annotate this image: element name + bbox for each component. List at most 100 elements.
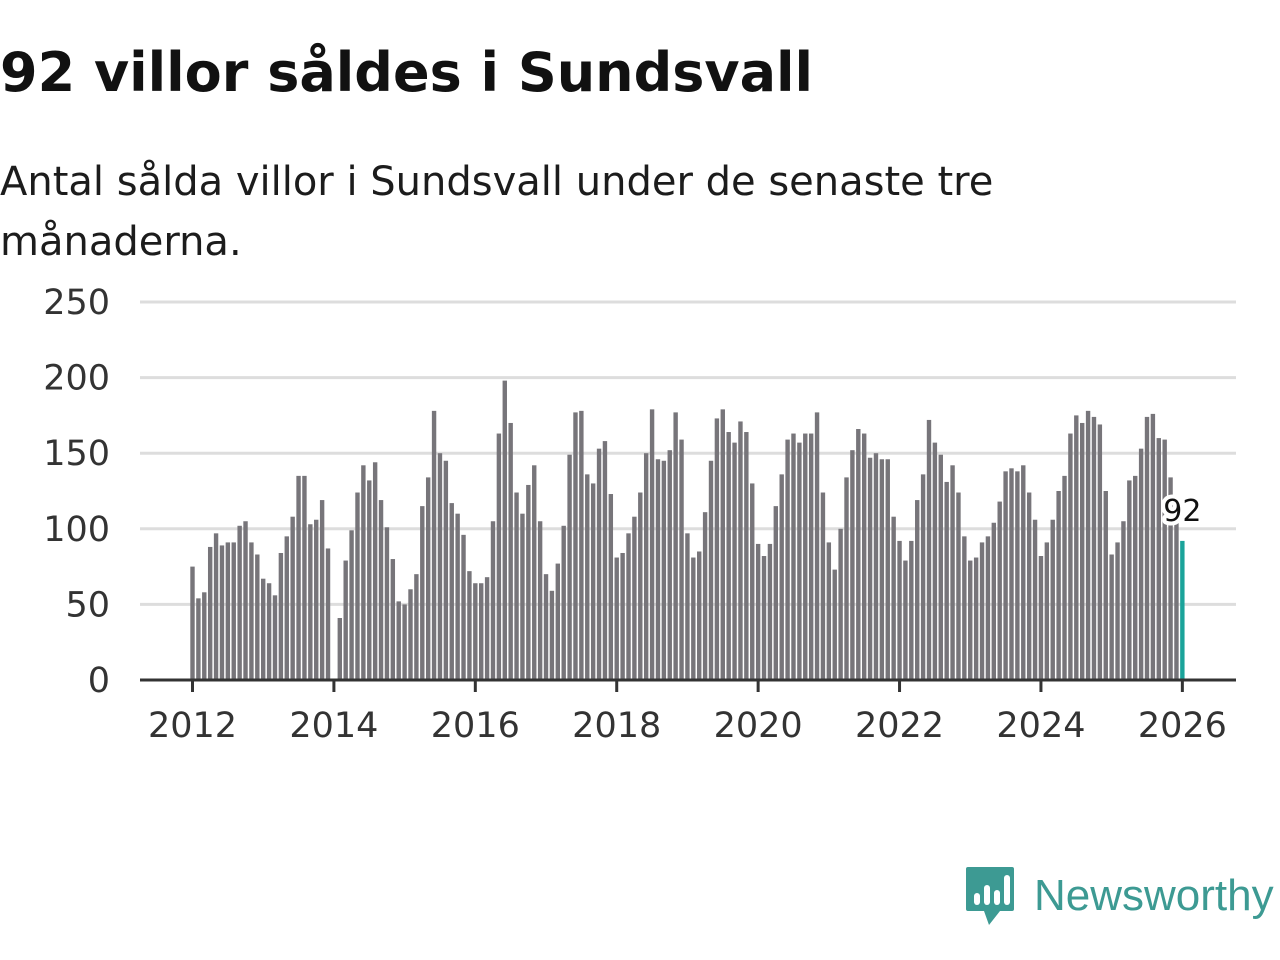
bar [402, 604, 407, 680]
bar [962, 536, 967, 680]
bar [950, 465, 955, 680]
bar [319, 500, 325, 680]
bar [455, 513, 460, 680]
bar [985, 536, 991, 680]
bar [296, 475, 301, 680]
bar [561, 525, 566, 680]
bar [1050, 519, 1055, 680]
bar [543, 574, 549, 680]
bar [1156, 438, 1161, 680]
bar [1038, 556, 1044, 680]
bar [590, 483, 596, 680]
bars [190, 380, 1185, 680]
bar [973, 557, 979, 680]
bar [1168, 477, 1173, 680]
bar [891, 516, 896, 680]
bar [832, 569, 837, 680]
bar [190, 566, 195, 680]
bar [903, 560, 908, 680]
bar [1015, 471, 1020, 680]
bar [308, 524, 313, 680]
bar [1085, 410, 1091, 680]
bar [390, 559, 396, 680]
bar [1056, 491, 1061, 680]
bar [608, 494, 614, 680]
bar [697, 551, 702, 680]
bar [514, 492, 519, 680]
bar-chart-speech-bubble-icon [966, 867, 1014, 925]
bar [461, 534, 466, 680]
bar [1127, 480, 1132, 680]
bar [272, 595, 278, 680]
bar [490, 521, 496, 680]
bar [231, 542, 236, 680]
bar [920, 474, 926, 680]
bar [767, 543, 773, 680]
bar [196, 598, 201, 680]
bar [508, 422, 513, 680]
bar [1003, 471, 1008, 680]
bar [714, 418, 720, 680]
bar [243, 521, 248, 680]
bar [602, 441, 608, 680]
bar [1074, 415, 1079, 680]
bar [685, 533, 690, 680]
bar [225, 542, 231, 680]
bar [620, 552, 625, 680]
labels: 0 50 100 150 200 250 2012 2014 2016 2018 2020 2022 2… [43, 283, 1227, 746]
bar [449, 503, 454, 680]
bar [679, 439, 684, 680]
bar [667, 450, 672, 680]
bar [1109, 554, 1114, 680]
bar [408, 589, 413, 680]
bar [897, 540, 902, 680]
bar [1091, 416, 1097, 680]
x-tick-label: 2024 [996, 706, 1085, 746]
bar [1133, 475, 1138, 680]
bar [638, 492, 643, 680]
bar [708, 460, 714, 680]
bar [378, 500, 384, 680]
bar [549, 590, 555, 680]
bar [467, 571, 472, 680]
bar [773, 506, 779, 680]
bar [968, 560, 973, 680]
bar [479, 583, 484, 680]
bar [213, 533, 219, 680]
bar [991, 522, 997, 680]
bar [585, 474, 590, 680]
bar [420, 506, 425, 680]
bar [797, 442, 802, 680]
bar [655, 459, 661, 680]
bar [691, 557, 696, 680]
bar [979, 542, 985, 680]
bar [944, 481, 949, 680]
bar [732, 442, 737, 680]
bar [266, 583, 272, 680]
y-tick-label: 250 [43, 283, 110, 323]
bar [791, 433, 796, 680]
bar [1103, 491, 1108, 680]
bar [249, 542, 254, 680]
bar [909, 540, 914, 680]
bar [702, 512, 708, 680]
bar [808, 433, 814, 680]
bar [520, 513, 525, 680]
bar [1032, 519, 1038, 680]
brand-name: Newsworthy [1034, 871, 1274, 920]
bar [826, 542, 832, 680]
bar [596, 448, 602, 680]
bar [661, 460, 667, 680]
chart-subtitle: Antal sålda villor i Sundsvall under de … [0, 159, 994, 265]
latest-value-label: 92 [1163, 494, 1201, 529]
bar [926, 419, 932, 680]
bar [938, 454, 943, 680]
bar [720, 409, 725, 680]
bar [349, 530, 354, 680]
bar [237, 525, 242, 680]
x-tick-label: 2014 [289, 706, 378, 746]
bar [367, 480, 372, 680]
bar [844, 477, 849, 680]
x-tick-label: 2022 [855, 706, 944, 746]
bar [567, 454, 572, 680]
